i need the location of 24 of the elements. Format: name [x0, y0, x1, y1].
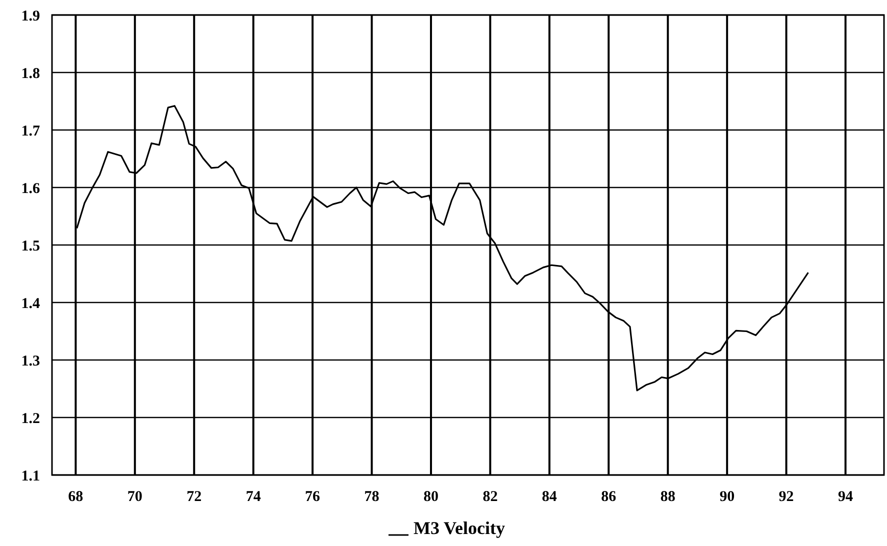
x-tick-label: 78	[364, 489, 380, 505]
legend-label: M3 Velocity	[414, 518, 505, 538]
y-tick-label: 1.9	[21, 8, 40, 24]
y-tick-label: 1.1	[21, 468, 40, 484]
x-tick-label: 82	[482, 489, 498, 505]
x-tick-label: 84	[542, 489, 558, 505]
x-tick-label: 80	[423, 489, 438, 505]
x-tick-label: 86	[601, 489, 617, 505]
y-tick-label: 1.8	[21, 66, 40, 82]
x-tick-label: 92	[778, 489, 794, 505]
x-tick-label: 72	[186, 489, 202, 505]
x-tick-label: 90	[720, 489, 735, 505]
x-tick-label: 76	[305, 489, 321, 505]
x-tick-label: 74	[246, 489, 262, 505]
y-tick-label: 1.2	[21, 410, 40, 427]
y-tick-label: 1.6	[21, 180, 40, 197]
y-tick-label: 1.5	[21, 238, 40, 254]
x-tick-label: 88	[660, 489, 676, 505]
y-tick-label: 1.4	[21, 296, 40, 312]
y-tick-label: 1.3	[21, 353, 40, 370]
y-tick-label: 1.7	[21, 123, 40, 140]
x-tick-label: 68	[68, 489, 84, 505]
x-tick-label: 94	[838, 489, 854, 505]
x-tick-label: 70	[127, 489, 142, 505]
